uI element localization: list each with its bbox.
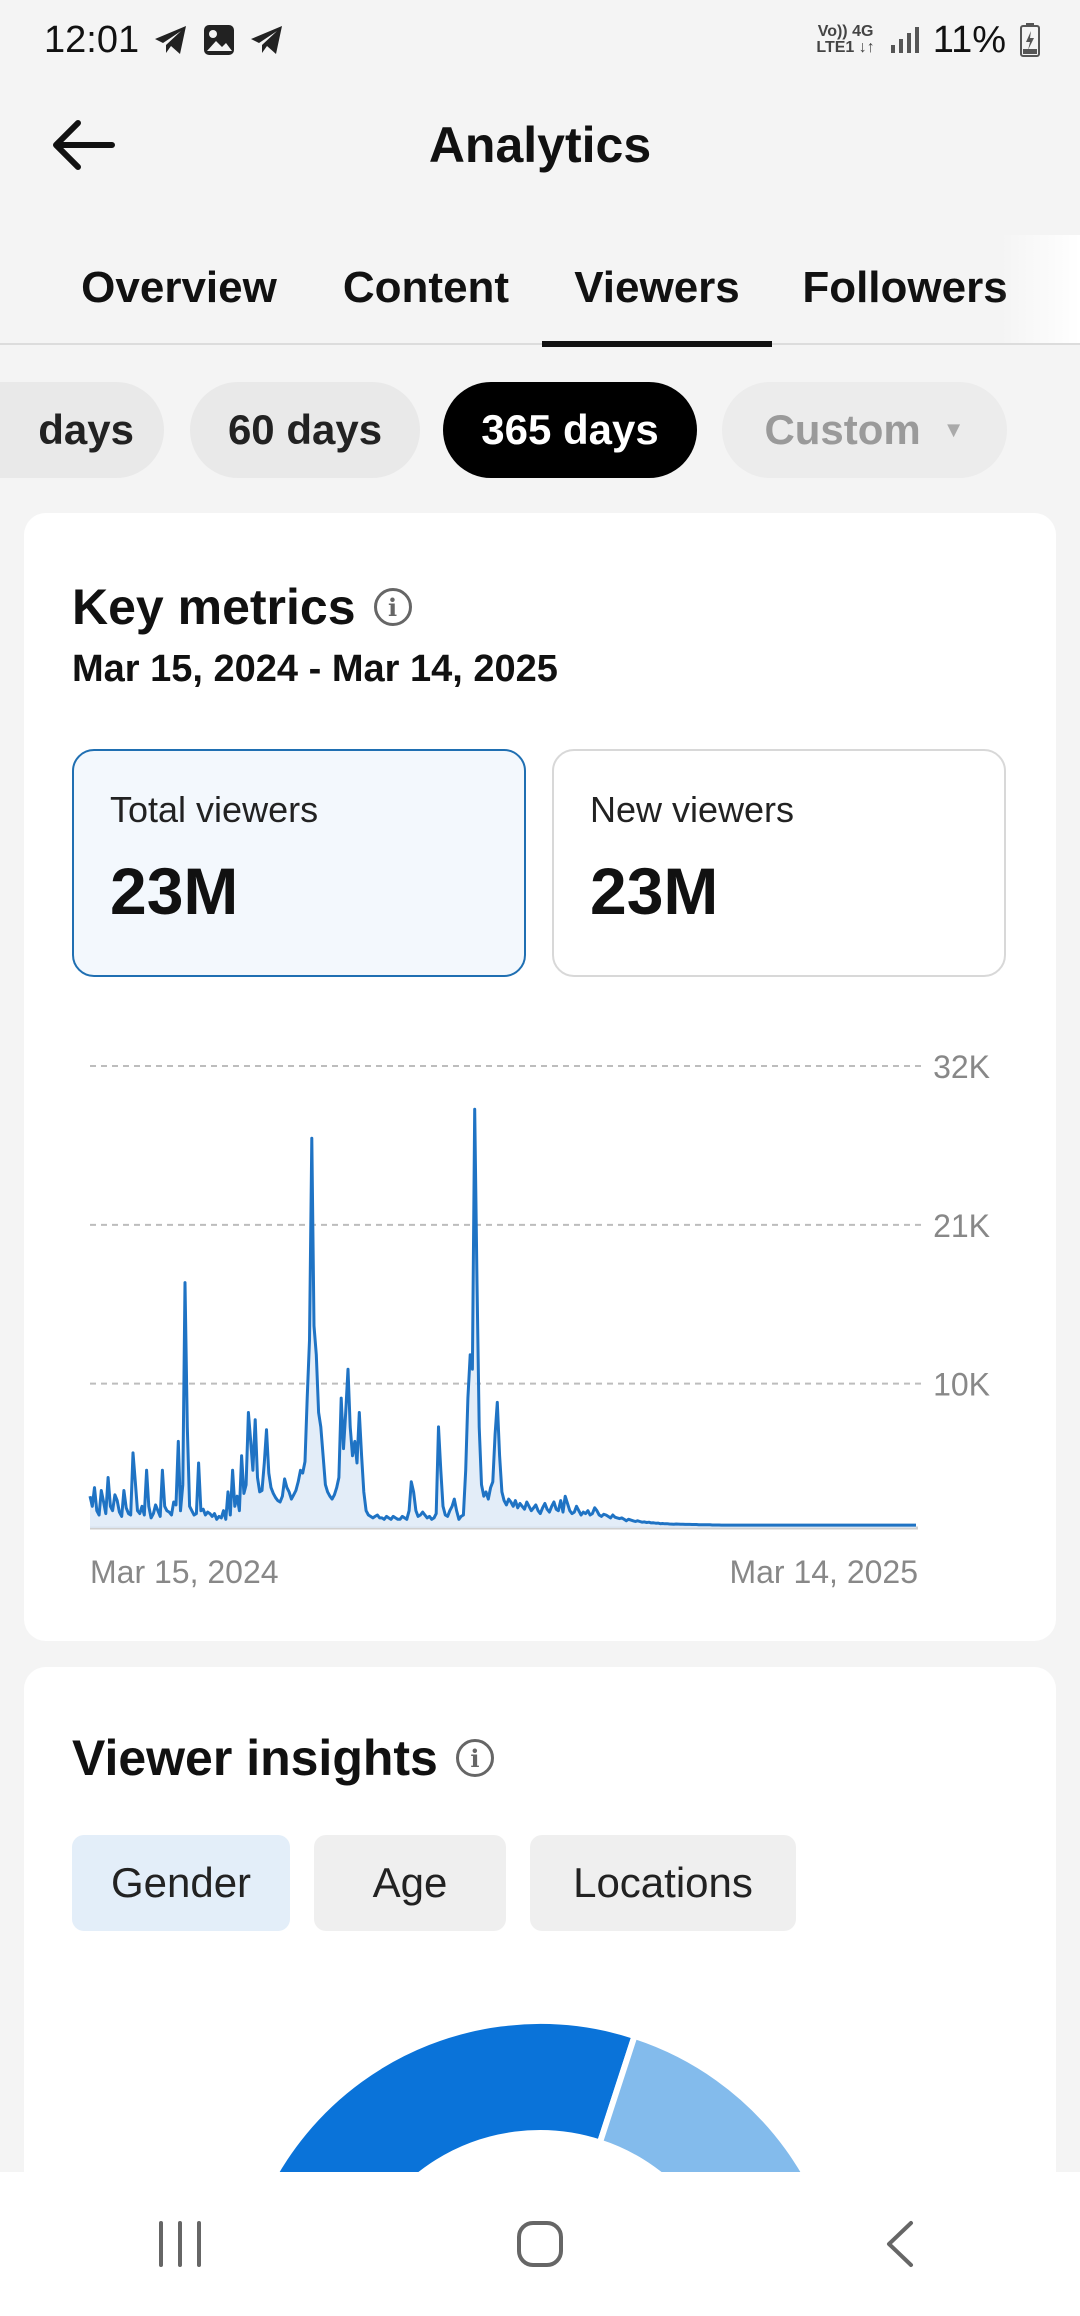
arrow-left-icon — [53, 120, 115, 170]
series-area — [90, 1109, 916, 1528]
total-viewers-card[interactable]: Total viewers 23M — [72, 749, 526, 977]
info-icon[interactable]: i — [373, 588, 412, 626]
recents-button[interactable] — [120, 2194, 240, 2294]
key-metrics-title: Key metrics — [72, 579, 356, 635]
x-tick-label: Mar 14, 2025 — [729, 1554, 918, 1590]
back-button[interactable] — [48, 117, 118, 173]
telegram-icon — [251, 26, 283, 54]
viewer-insights-heading: Viewer insights i — [72, 1729, 494, 1787]
page-title: Analytics — [428, 117, 652, 173]
metric-label: New viewers — [590, 789, 795, 830]
status-time: 12:01 — [44, 18, 140, 61]
key-metrics-heading: Key metrics i — [72, 578, 412, 636]
system-nav-bar — [0, 2172, 1080, 2316]
home-button[interactable] — [480, 2194, 600, 2294]
status-right: Vo)) 4G LTE1 ↓↑ 11% — [816, 19, 1040, 62]
network-indicator: Vo)) 4G LTE1 ↓↑ — [816, 23, 875, 56]
metric-label: Total viewers — [110, 789, 319, 830]
battery-charging-icon — [1020, 23, 1040, 57]
chip-label: 60 days — [227, 406, 383, 453]
tab-content[interactable]: Content — [342, 263, 510, 312]
date-range-chips: days 60 days 365 days Custom ▼ — [0, 382, 1080, 478]
status-bar: 12:01 Vo)) 4G LTE1 ↓↑ 11% — [0, 0, 1080, 80]
chip-365-days[interactable]: 365 days — [443, 382, 697, 478]
x-tick-label: Mar 15, 2024 — [90, 1554, 279, 1590]
segment-gender[interactable]: Gender — [72, 1835, 290, 1931]
tab-overview[interactable]: Overview — [81, 263, 277, 312]
date-range-label: Mar 15, 2024 - Mar 14, 2025 — [72, 648, 558, 690]
status-left: 12:01 — [44, 19, 285, 62]
chip-days[interactable]: days — [0, 382, 164, 478]
chip-label: Custom — [764, 406, 921, 453]
battery-percent: 11% — [932, 18, 1006, 61]
home-icon — [517, 2221, 563, 2267]
y-tick-label: 32K — [933, 1049, 990, 1085]
chevron-down-icon: ▼ — [942, 417, 965, 442]
tab-followers[interactable]: Followers — [802, 263, 1008, 312]
nav-back-button[interactable] — [840, 2194, 960, 2294]
chip-custom[interactable]: Custom ▼ — [722, 382, 1007, 478]
segment-age[interactable]: Age — [314, 1835, 506, 1931]
telegram-icon — [155, 26, 187, 54]
viewers-line-chart: 32K 21K 10K Mar 15, 2024 Mar 14, 2025 — [88, 1049, 990, 1590]
info-icon[interactable]: i — [455, 1739, 494, 1777]
tabs-fade-overlay — [1000, 235, 1080, 343]
metric-value: 23M — [110, 854, 239, 928]
viewer-insights-title: Viewer insights — [72, 1730, 438, 1786]
chip-label: days — [38, 406, 134, 453]
image-icon — [204, 25, 235, 55]
key-metrics-card: Key metrics i Mar 15, 2024 - Mar 14, 202… — [24, 513, 1056, 1641]
tab-viewers[interactable]: Viewers — [542, 253, 772, 347]
chip-label: 365 days — [481, 406, 659, 453]
y-tick-label: 10K — [933, 1367, 990, 1403]
chip-60-days[interactable]: 60 days — [190, 382, 420, 478]
analytics-tabs: Overview Content Viewers Followers — [0, 235, 1080, 347]
signal-icon — [890, 27, 919, 53]
app-header: Analytics — [0, 95, 1080, 195]
segment-locations[interactable]: Locations — [530, 1835, 796, 1931]
y-tick-label: 21K — [933, 1208, 990, 1244]
metric-value: 23M — [590, 854, 719, 928]
new-viewers-card[interactable]: New viewers 23M — [552, 749, 1006, 977]
series-line — [88, 1107, 916, 1527]
back-icon — [887, 2221, 913, 2267]
recents-icon — [159, 2221, 201, 2267]
